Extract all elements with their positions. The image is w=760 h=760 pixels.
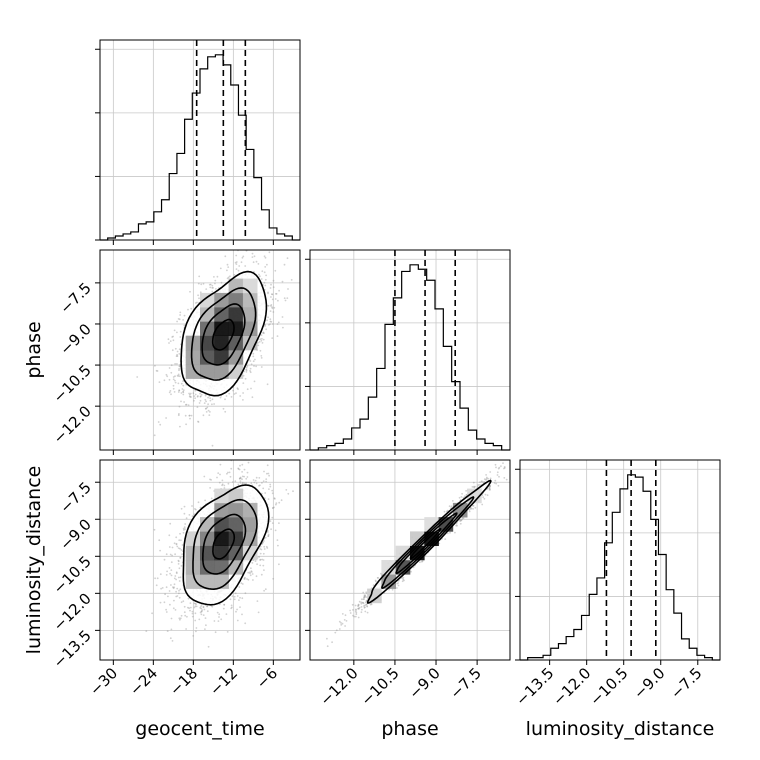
tick-label: −30 [86,664,121,699]
contour-line [409,528,442,560]
histogram-panel-phase [305,249,511,455]
tick-label: −13.5 [50,626,95,671]
tick-label: −9.0 [56,515,94,553]
y-axis-label-phase: phase [23,321,45,378]
panel-frame [99,39,301,241]
panel-frame [309,249,511,451]
tick-label: −7.5 [446,664,484,702]
x-axis-label-luminosity_distance: luminosity_distance [526,718,715,740]
contour-line [190,287,257,381]
contour-line [366,479,492,604]
contour-line [180,270,268,397]
tick-label: −7.5 [56,279,94,317]
y-axis-label-luminosity_distance: luminosity_distance [23,466,45,655]
histogram-panel-luminosity_distance [515,459,721,665]
panel-frame [99,459,301,661]
tick-label: −12 [206,664,241,699]
tick-label: −12.0 [549,664,594,709]
x-axis-label-geocent_time: geocent_time [135,718,264,740]
density-blocks [367,488,482,604]
tick-label: −10.5 [50,552,95,597]
contour-line [182,484,270,606]
tick-label: −6 [253,664,281,692]
density-blocks [185,488,258,589]
contour-line [395,512,458,575]
histogram-step-geocent_time [100,54,300,241]
scatter-panel-phase-luminosity_distance [305,459,511,665]
density-blocks [185,278,258,379]
tick-label: −18 [166,664,201,699]
tick-label: −12.0 [50,402,95,447]
histogram-step-phase [310,264,510,451]
tick-label: −13.5 [512,664,557,709]
tick-label: −7.5 [56,478,94,516]
contour-line [192,498,258,591]
contour-line [212,528,236,560]
x-axis-label-phase: phase [381,718,438,740]
tick-label: −10.5 [358,664,403,709]
tick-label: −9.0 [405,664,443,702]
panel-frame [309,459,511,661]
tick-label: −12.0 [50,589,95,634]
tick-label: −10.5 [586,664,631,709]
tick-label: −12.0 [316,664,361,709]
panel-frame [99,249,301,451]
tick-label: −7.5 [667,664,705,702]
histogram-panel-geocent_time [95,39,301,245]
contour-line [201,303,246,366]
scatter-panel-geocent_time-luminosity_distance [95,459,301,665]
contour-line [381,496,475,589]
scatter-panel-geocent_time-phase [95,249,301,455]
contour-line [201,513,247,575]
tick-label: −9.0 [630,664,668,702]
contour-line [211,318,235,351]
tick-label: −24 [126,664,161,699]
panel-frame [519,459,721,661]
tick-label: −10.5 [50,361,95,406]
tick-label: −9.0 [56,320,94,358]
histogram-step-luminosity_distance [520,474,720,661]
